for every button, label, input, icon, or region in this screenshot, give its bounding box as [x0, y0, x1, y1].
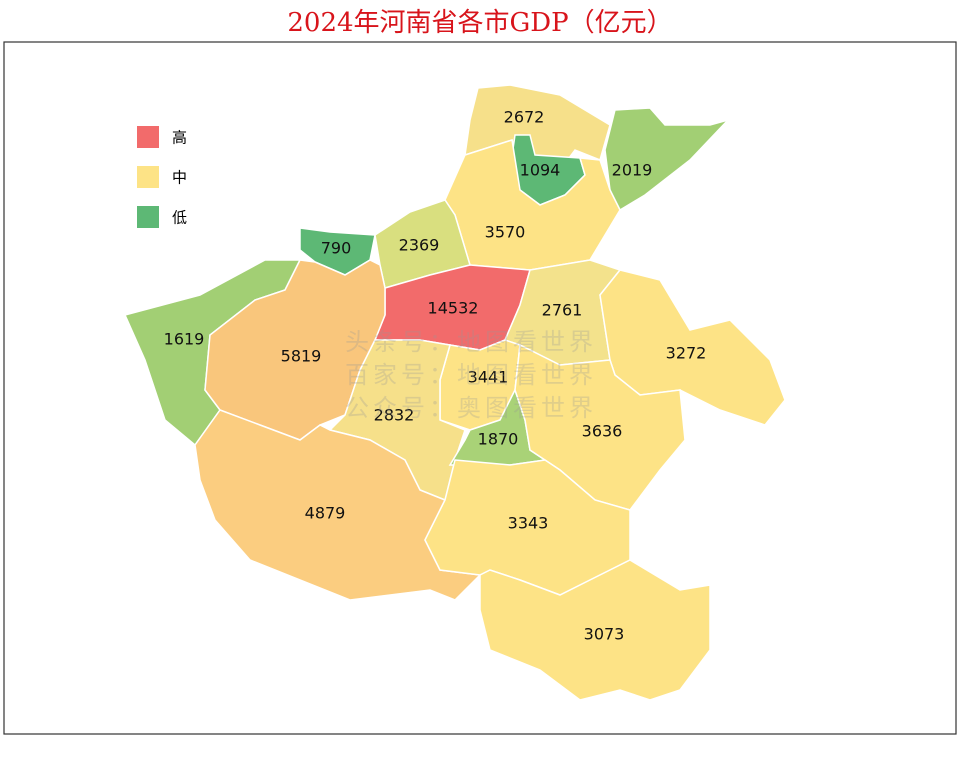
- region-value: 1094: [520, 161, 561, 180]
- region-value: 3636: [582, 422, 623, 441]
- watermark: 百家号：地图看世界: [345, 361, 597, 389]
- region-value: 1870: [478, 430, 519, 449]
- region: [604, 107, 731, 212]
- region-value: 2369: [399, 236, 440, 255]
- region-value: 5819: [281, 347, 322, 366]
- region-value: 2019: [612, 161, 653, 180]
- frame: [3, 41, 957, 735]
- region-value: 14532: [428, 299, 479, 318]
- regions: [123, 84, 786, 701]
- region-value: 1619: [164, 330, 205, 349]
- legend-label: 中: [172, 169, 187, 187]
- region-value: 3343: [508, 514, 549, 533]
- legend-label: 低: [172, 209, 187, 227]
- region-value: 2672: [504, 108, 545, 127]
- region-value: 790: [321, 239, 352, 258]
- region-value: 3073: [584, 625, 625, 644]
- region-value: 4879: [305, 504, 346, 523]
- legend: 高中低: [137, 126, 187, 228]
- legend-swatch: [137, 166, 159, 188]
- region: [479, 559, 711, 701]
- region-value: 3570: [485, 223, 526, 242]
- legend-swatch: [137, 126, 159, 148]
- region: [514, 343, 686, 511]
- region-value: 3272: [666, 344, 707, 363]
- map-title: 2024年河南省各市GDP（亿元）: [287, 8, 672, 38]
- watermark: 头条号：地图看世界: [345, 328, 597, 356]
- region-labels: 2672 1094 2019 3570 790 2369 14532 2761 3272 1619…: [164, 108, 707, 644]
- region-value: 2832: [374, 406, 415, 425]
- watermark: 公众号：奥图看世界: [345, 394, 597, 422]
- legend-swatch: [137, 206, 159, 228]
- region-value: 2761: [542, 301, 583, 320]
- legend-label: 高: [172, 129, 187, 147]
- region-value: 3441: [468, 368, 509, 387]
